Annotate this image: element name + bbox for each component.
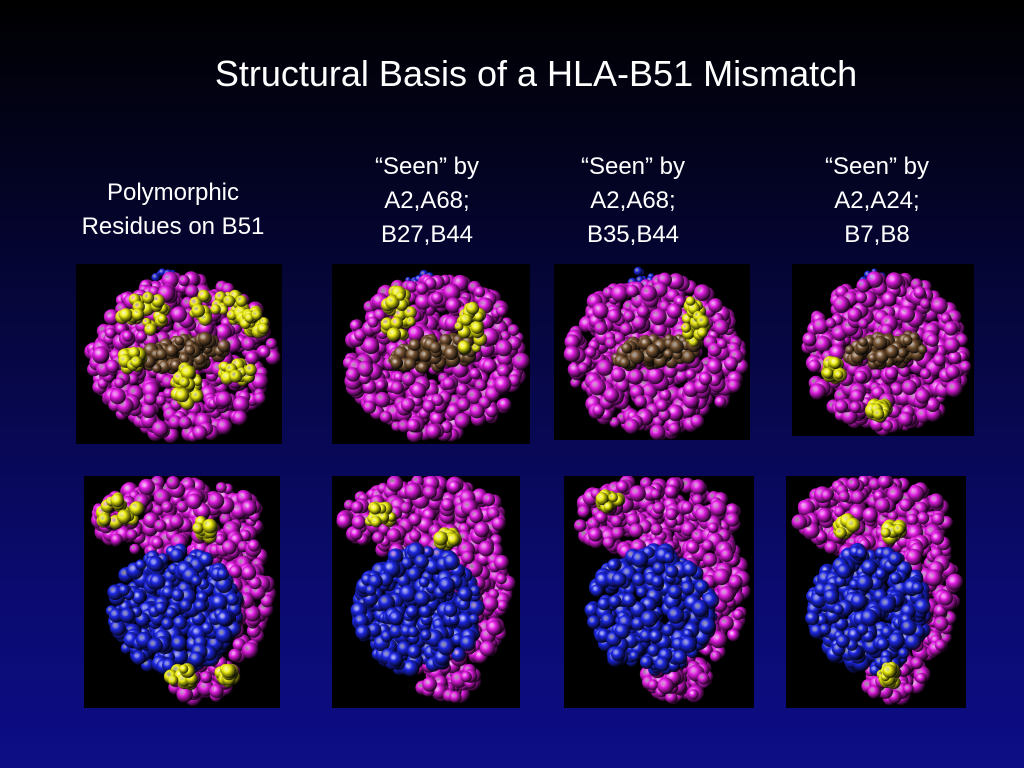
slide-title: Structural Basis of a HLA-B51 Mismatch xyxy=(214,53,858,94)
caption-line: Residues on B51 xyxy=(81,213,265,240)
caption-seen-by-b35-b44: “Seen” by A2,A68; B35,B44 xyxy=(548,150,718,252)
caption-line: “Seen” by xyxy=(824,153,930,180)
caption-seen-by-b7-b8: “Seen” by A2,A24; B7,B8 xyxy=(792,150,962,252)
caption-line: A2,A68; xyxy=(384,187,470,214)
structure-side-b7-b8 xyxy=(786,476,966,708)
caption-line: B35,B44 xyxy=(586,221,680,248)
caption-line: Polymorphic xyxy=(106,179,240,206)
structure-side-b51-polymorphic xyxy=(84,476,280,708)
structure-side-b35-b44 xyxy=(564,476,754,708)
caption-line: A2,A24; xyxy=(834,187,920,214)
structure-top-b27-b44 xyxy=(332,264,530,444)
caption-line: A2,A68; xyxy=(590,187,676,214)
caption-seen-by-b27-b44: “Seen” by A2,A68; B27,B44 xyxy=(342,150,512,252)
structure-top-b7-b8 xyxy=(792,264,974,436)
structure-top-b35-b44 xyxy=(554,264,750,440)
caption-polymorphic-residues: Polymorphic Residues on B51 xyxy=(58,176,288,244)
structure-side-b27-b44 xyxy=(332,476,520,708)
caption-line: “Seen” by xyxy=(580,153,686,180)
structure-top-b51-polymorphic xyxy=(76,264,282,444)
caption-line: “Seen” by xyxy=(374,153,480,180)
caption-line: B27,B44 xyxy=(380,221,474,248)
caption-line: B7,B8 xyxy=(844,221,910,248)
